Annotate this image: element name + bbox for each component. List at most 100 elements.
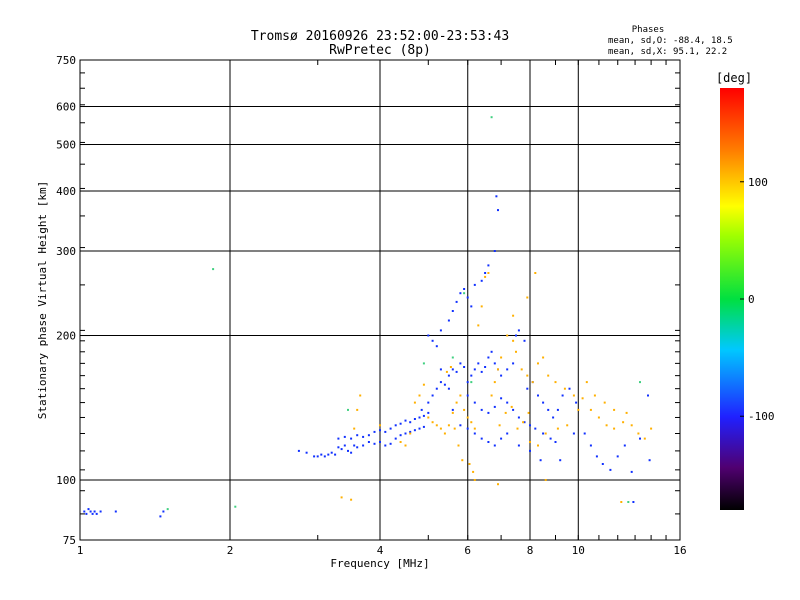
- y-tick-label: 300: [56, 245, 76, 258]
- data-point-O: [473, 401, 476, 404]
- data-point-O: [515, 334, 517, 337]
- data-point-O: [435, 387, 438, 390]
- data-point-O: [623, 444, 626, 447]
- data-point-O: [394, 437, 397, 440]
- data-point-X: [504, 411, 507, 414]
- data-point-O: [353, 444, 356, 447]
- phase-box-heading: Phases: [632, 25, 665, 35]
- data-point-O: [529, 449, 531, 452]
- y-tick-label: 75: [63, 534, 76, 547]
- data-point-X: [497, 483, 499, 486]
- data-point-O: [340, 448, 343, 451]
- data-point-X: [620, 501, 623, 503]
- data-point-O: [418, 427, 421, 430]
- data-point-O: [517, 329, 520, 332]
- data-point-O: [334, 453, 337, 456]
- data-point-other: [347, 408, 349, 411]
- data-point-O: [512, 362, 515, 365]
- data-point-O: [490, 350, 493, 353]
- colorbar-tick-label: 0: [748, 293, 755, 306]
- data-point-X: [526, 374, 529, 377]
- data-point-O: [93, 510, 96, 513]
- data-point-X: [605, 424, 608, 427]
- data-point-X: [356, 408, 359, 411]
- data-point-O: [384, 430, 387, 433]
- data-point-O: [327, 453, 330, 456]
- data-point-O: [343, 444, 346, 447]
- data-point-O: [367, 434, 370, 437]
- data-point-O: [500, 374, 503, 377]
- data-point-O: [99, 510, 102, 513]
- chart-subtitle: RwPretec (8p): [329, 43, 431, 58]
- data-point-X: [630, 424, 633, 427]
- data-point-X: [613, 427, 616, 430]
- x-tick-label: 2: [227, 544, 234, 557]
- data-point-O: [404, 419, 407, 422]
- data-point-O: [480, 279, 483, 282]
- data-point-O: [413, 429, 416, 432]
- y-tick-label: 200: [56, 330, 76, 343]
- data-point-O: [487, 264, 490, 267]
- data-point-X: [637, 432, 640, 435]
- data-point-X: [613, 408, 616, 411]
- data-point-O: [500, 397, 503, 400]
- x-tick-label: 16: [673, 544, 686, 557]
- data-point-X: [466, 416, 469, 419]
- data-point-O: [470, 305, 473, 308]
- data-point-X: [418, 394, 421, 397]
- data-point-X: [497, 368, 499, 371]
- data-point-O: [487, 411, 490, 414]
- data-point-O: [484, 272, 487, 274]
- data-point-O: [435, 345, 438, 348]
- data-point-X: [542, 356, 545, 359]
- y-tick-label: 600: [56, 101, 76, 114]
- data-point-X: [563, 387, 566, 390]
- axis-ticks: 1 2 4 6 8 10 16 75 100 200 300 400 500 600 750: [56, 54, 687, 557]
- data-point-other: [463, 292, 466, 295]
- x-tick-label: 4: [377, 544, 384, 557]
- data-point-O: [575, 401, 578, 404]
- data-point-O: [455, 300, 458, 303]
- data-point-O: [583, 432, 586, 435]
- data-point-X: [409, 432, 412, 435]
- data-point-X: [581, 397, 584, 400]
- data-point-O: [347, 449, 349, 452]
- data-point-X: [439, 427, 442, 430]
- data-point-O: [379, 429, 381, 432]
- data-point-X: [404, 444, 407, 447]
- data-point-O: [493, 405, 496, 408]
- data-point-O: [399, 434, 402, 437]
- data-point-X: [510, 405, 513, 408]
- data-point-X: [445, 370, 448, 373]
- data-point-X: [413, 401, 416, 404]
- data-point-O: [647, 394, 649, 397]
- data-point-X: [453, 427, 456, 430]
- data-point-O: [337, 437, 340, 440]
- data-point-O: [389, 427, 392, 430]
- data-point-X: [537, 362, 539, 365]
- data-point-X: [463, 408, 466, 411]
- data-point-X: [427, 416, 430, 419]
- data-point-X: [537, 444, 539, 447]
- data-point-O: [323, 455, 326, 458]
- data-point-X: [470, 421, 473, 424]
- data-point-X: [522, 421, 525, 424]
- data-point-O: [595, 455, 598, 458]
- data-point-O: [409, 430, 412, 433]
- data-point-O: [384, 444, 387, 447]
- data-point-X: [577, 408, 580, 411]
- data-point-X: [650, 427, 653, 430]
- data-point-O: [495, 195, 498, 198]
- data-point-X: [506, 334, 509, 337]
- data-point-O: [427, 334, 430, 337]
- x-axis-label: Frequency [MHz]: [330, 557, 429, 570]
- data-point-O: [413, 418, 416, 420]
- phase-box-line-x: mean, sd,X: 95.1, 22.2: [608, 47, 727, 57]
- data-point-X: [520, 368, 523, 371]
- data-point-O: [409, 421, 412, 424]
- data-point-X: [625, 411, 628, 414]
- data-point-O: [463, 366, 466, 368]
- y-tick-label: 750: [56, 54, 76, 67]
- data-point-O: [616, 455, 619, 458]
